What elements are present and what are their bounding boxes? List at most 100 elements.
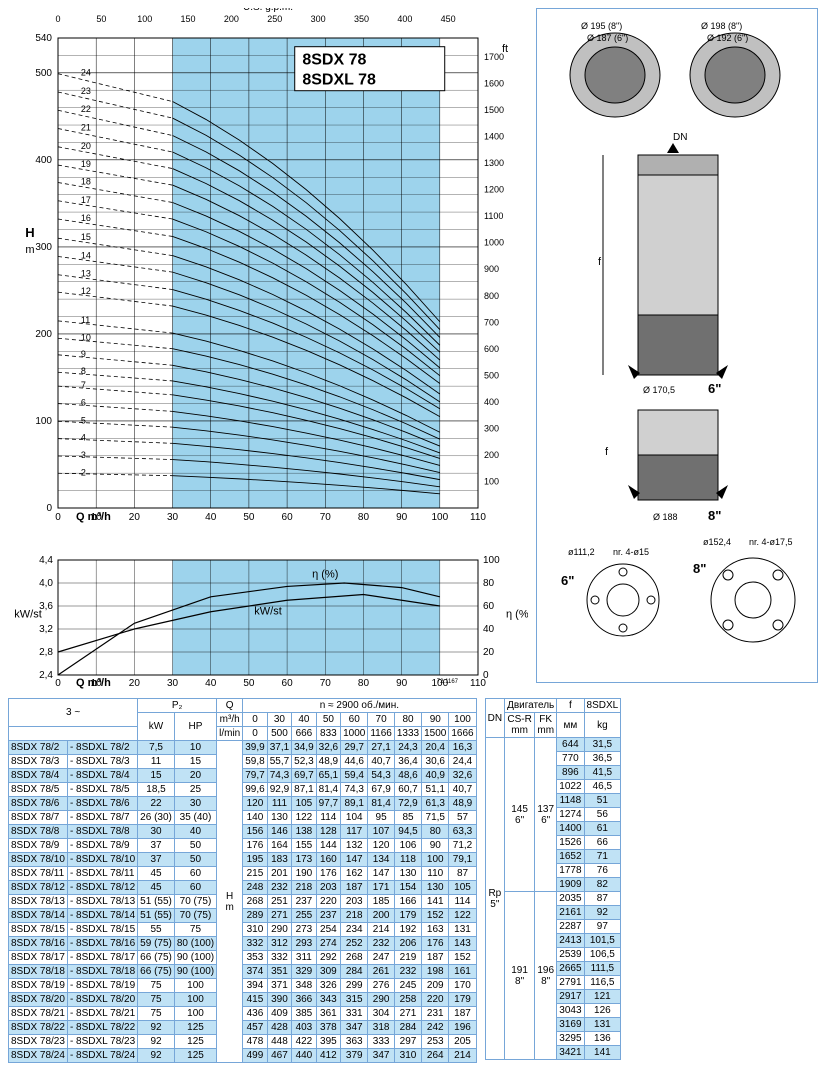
svg-text:300: 300 xyxy=(484,423,499,433)
svg-text:150: 150 xyxy=(181,14,196,24)
svg-text:200: 200 xyxy=(35,329,52,340)
svg-text:90: 90 xyxy=(396,512,408,523)
svg-text:60: 60 xyxy=(282,512,294,523)
svg-text:30: 30 xyxy=(167,512,179,523)
svg-text:U.S. g.p.m.: U.S. g.p.m. xyxy=(243,8,293,13)
svg-text:4,0: 4,0 xyxy=(39,578,53,589)
svg-text:0: 0 xyxy=(55,678,61,689)
svg-text:10: 10 xyxy=(81,332,91,342)
svg-text:3,2: 3,2 xyxy=(39,624,53,635)
svg-text:100: 100 xyxy=(484,476,499,486)
svg-text:1000: 1000 xyxy=(484,238,504,248)
svg-text:400: 400 xyxy=(484,397,499,407)
svg-text:400: 400 xyxy=(35,155,52,166)
svg-text:DN: DN xyxy=(673,132,687,143)
svg-text:450: 450 xyxy=(441,14,456,24)
svg-text:0: 0 xyxy=(55,14,60,24)
svg-text:7: 7 xyxy=(81,380,86,390)
svg-text:80: 80 xyxy=(483,578,495,589)
svg-text:17: 17 xyxy=(81,195,91,205)
svg-text:90: 90 xyxy=(396,678,408,689)
svg-text:22: 22 xyxy=(81,104,91,114)
svg-text:8: 8 xyxy=(81,366,86,376)
svg-text:0: 0 xyxy=(46,503,52,514)
svg-text:2: 2 xyxy=(81,467,86,477)
svg-text:100: 100 xyxy=(35,416,52,427)
svg-text:0: 0 xyxy=(483,670,489,681)
svg-text:50: 50 xyxy=(243,512,255,523)
svg-text:13: 13 xyxy=(81,269,91,279)
svg-text:Q m³/h: Q m³/h xyxy=(76,511,111,523)
svg-text:540: 540 xyxy=(35,33,52,44)
svg-text:14: 14 xyxy=(81,250,91,260)
svg-text:1200: 1200 xyxy=(484,185,504,195)
svg-text:ø111,2: ø111,2 xyxy=(568,547,595,557)
svg-text:9: 9 xyxy=(81,349,86,359)
svg-text:8SDXL 78: 8SDXL 78 xyxy=(302,72,376,89)
svg-text:η (%): η (%) xyxy=(506,609,528,621)
svg-text:20: 20 xyxy=(129,512,141,523)
svg-text:ft: ft xyxy=(502,43,508,55)
svg-text:f: f xyxy=(598,256,602,268)
svg-text:η (%): η (%) xyxy=(312,568,338,580)
svg-text:100: 100 xyxy=(483,555,500,566)
svg-text:kW/st: kW/st xyxy=(254,606,282,618)
svg-text:100: 100 xyxy=(137,14,152,24)
svg-text:0: 0 xyxy=(55,512,61,523)
svg-text:6": 6" xyxy=(708,381,721,396)
svg-text:Ø 198 (8"): Ø 198 (8") xyxy=(701,21,742,31)
svg-text:80: 80 xyxy=(358,512,370,523)
svg-text:1100: 1100 xyxy=(484,211,503,221)
svg-text:Ø 188: Ø 188 xyxy=(653,512,678,522)
svg-text:Ø 195 (8"): Ø 195 (8") xyxy=(581,21,622,31)
svg-text:nr. 4-ø15: nr. 4-ø15 xyxy=(613,547,649,557)
svg-text:nr. 4-ø17,5: nr. 4-ø17,5 xyxy=(749,537,793,547)
svg-text:ø152,4: ø152,4 xyxy=(703,537,731,547)
svg-text:11: 11 xyxy=(81,315,90,325)
efficiency-chart: 01020304050607080901001102,42,83,23,64,0… xyxy=(8,550,528,690)
main-performance-chart: 0102030405060708090100110010020030040050… xyxy=(8,8,528,548)
svg-text:6: 6 xyxy=(81,398,86,408)
svg-text:15: 15 xyxy=(81,232,91,242)
svg-text:72.1167: 72.1167 xyxy=(437,679,459,685)
svg-text:300: 300 xyxy=(311,14,326,24)
svg-text:800: 800 xyxy=(484,291,499,301)
svg-text:1500: 1500 xyxy=(484,105,504,115)
svg-text:23: 23 xyxy=(81,86,91,96)
svg-text:24: 24 xyxy=(81,68,91,78)
svg-text:3: 3 xyxy=(81,450,86,460)
svg-text:40: 40 xyxy=(205,678,217,689)
svg-text:Ø 192 (6"): Ø 192 (6") xyxy=(707,33,748,43)
svg-text:2,8: 2,8 xyxy=(39,647,53,658)
svg-text:250: 250 xyxy=(267,14,282,24)
svg-text:300: 300 xyxy=(35,242,52,253)
svg-text:60: 60 xyxy=(483,601,495,612)
svg-text:900: 900 xyxy=(484,264,499,274)
svg-text:40: 40 xyxy=(205,512,217,523)
svg-text:12: 12 xyxy=(81,286,91,296)
svg-text:700: 700 xyxy=(484,317,499,327)
svg-text:21: 21 xyxy=(81,123,91,133)
svg-text:350: 350 xyxy=(354,14,369,24)
svg-text:6": 6" xyxy=(561,573,574,588)
svg-text:8": 8" xyxy=(708,508,721,523)
svg-text:110: 110 xyxy=(470,512,486,523)
svg-text:600: 600 xyxy=(484,344,499,354)
svg-text:80: 80 xyxy=(358,678,370,689)
svg-text:Q m³/h: Q m³/h xyxy=(76,677,111,689)
svg-text:5: 5 xyxy=(81,415,86,425)
svg-text:70: 70 xyxy=(320,512,332,523)
svg-text:1400: 1400 xyxy=(484,132,504,142)
svg-text:2,4: 2,4 xyxy=(39,670,53,681)
svg-text:20: 20 xyxy=(483,647,495,658)
svg-text:500: 500 xyxy=(484,370,499,380)
svg-text:4,4: 4,4 xyxy=(39,555,53,566)
svg-text:H: H xyxy=(25,225,34,240)
svg-text:200: 200 xyxy=(224,14,239,24)
svg-text:400: 400 xyxy=(397,14,412,24)
svg-text:kW/st: kW/st xyxy=(14,609,42,621)
svg-text:100: 100 xyxy=(431,512,448,523)
svg-text:1600: 1600 xyxy=(484,79,504,89)
svg-text:Ø 170,5: Ø 170,5 xyxy=(643,385,675,395)
svg-text:50: 50 xyxy=(243,678,255,689)
